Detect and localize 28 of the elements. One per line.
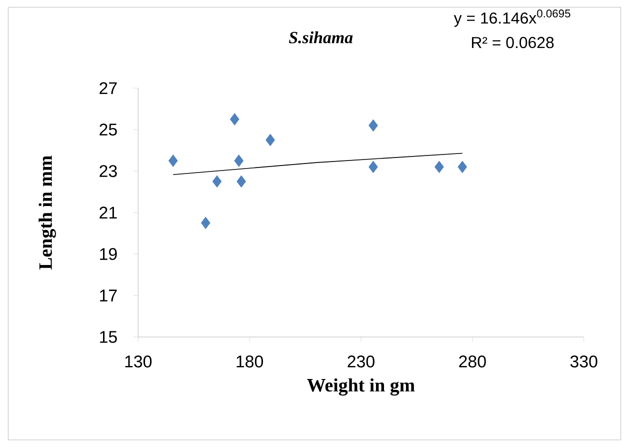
point <box>236 175 246 188</box>
y-tick-label: 25 <box>100 124 117 136</box>
y-tick-label: 23 <box>100 165 117 178</box>
x-tick-label: 230 <box>348 355 374 368</box>
x-tick-label: 280 <box>459 355 486 368</box>
point <box>458 160 468 174</box>
x-tick-label: 330 <box>570 355 598 368</box>
point <box>168 154 178 167</box>
point <box>266 134 275 146</box>
point <box>434 160 444 174</box>
point <box>200 216 210 230</box>
text: R² = 0.0628 <box>472 36 554 48</box>
text: y = 16.146x$^{0.0695}$ <box>454 9 570 27</box>
point <box>368 119 378 132</box>
point <box>368 160 378 174</box>
x-tick-label: 130 <box>125 355 152 368</box>
y-tick-label: 15 <box>100 331 117 343</box>
y-axis-title: Length in mm <box>38 156 56 270</box>
point <box>230 113 240 126</box>
y-tick-label: 27 <box>100 82 117 94</box>
y-tick-label: 17 <box>100 290 117 302</box>
x-tick-label: 180 <box>236 355 264 368</box>
y-tick-label: 19 <box>100 248 117 260</box>
y-tick-label: 21 <box>100 206 117 218</box>
x-axis-title: Weight in gm <box>307 378 415 396</box>
chart-title: S.sihama <box>288 31 353 44</box>
point <box>234 154 244 167</box>
point <box>212 175 222 188</box>
